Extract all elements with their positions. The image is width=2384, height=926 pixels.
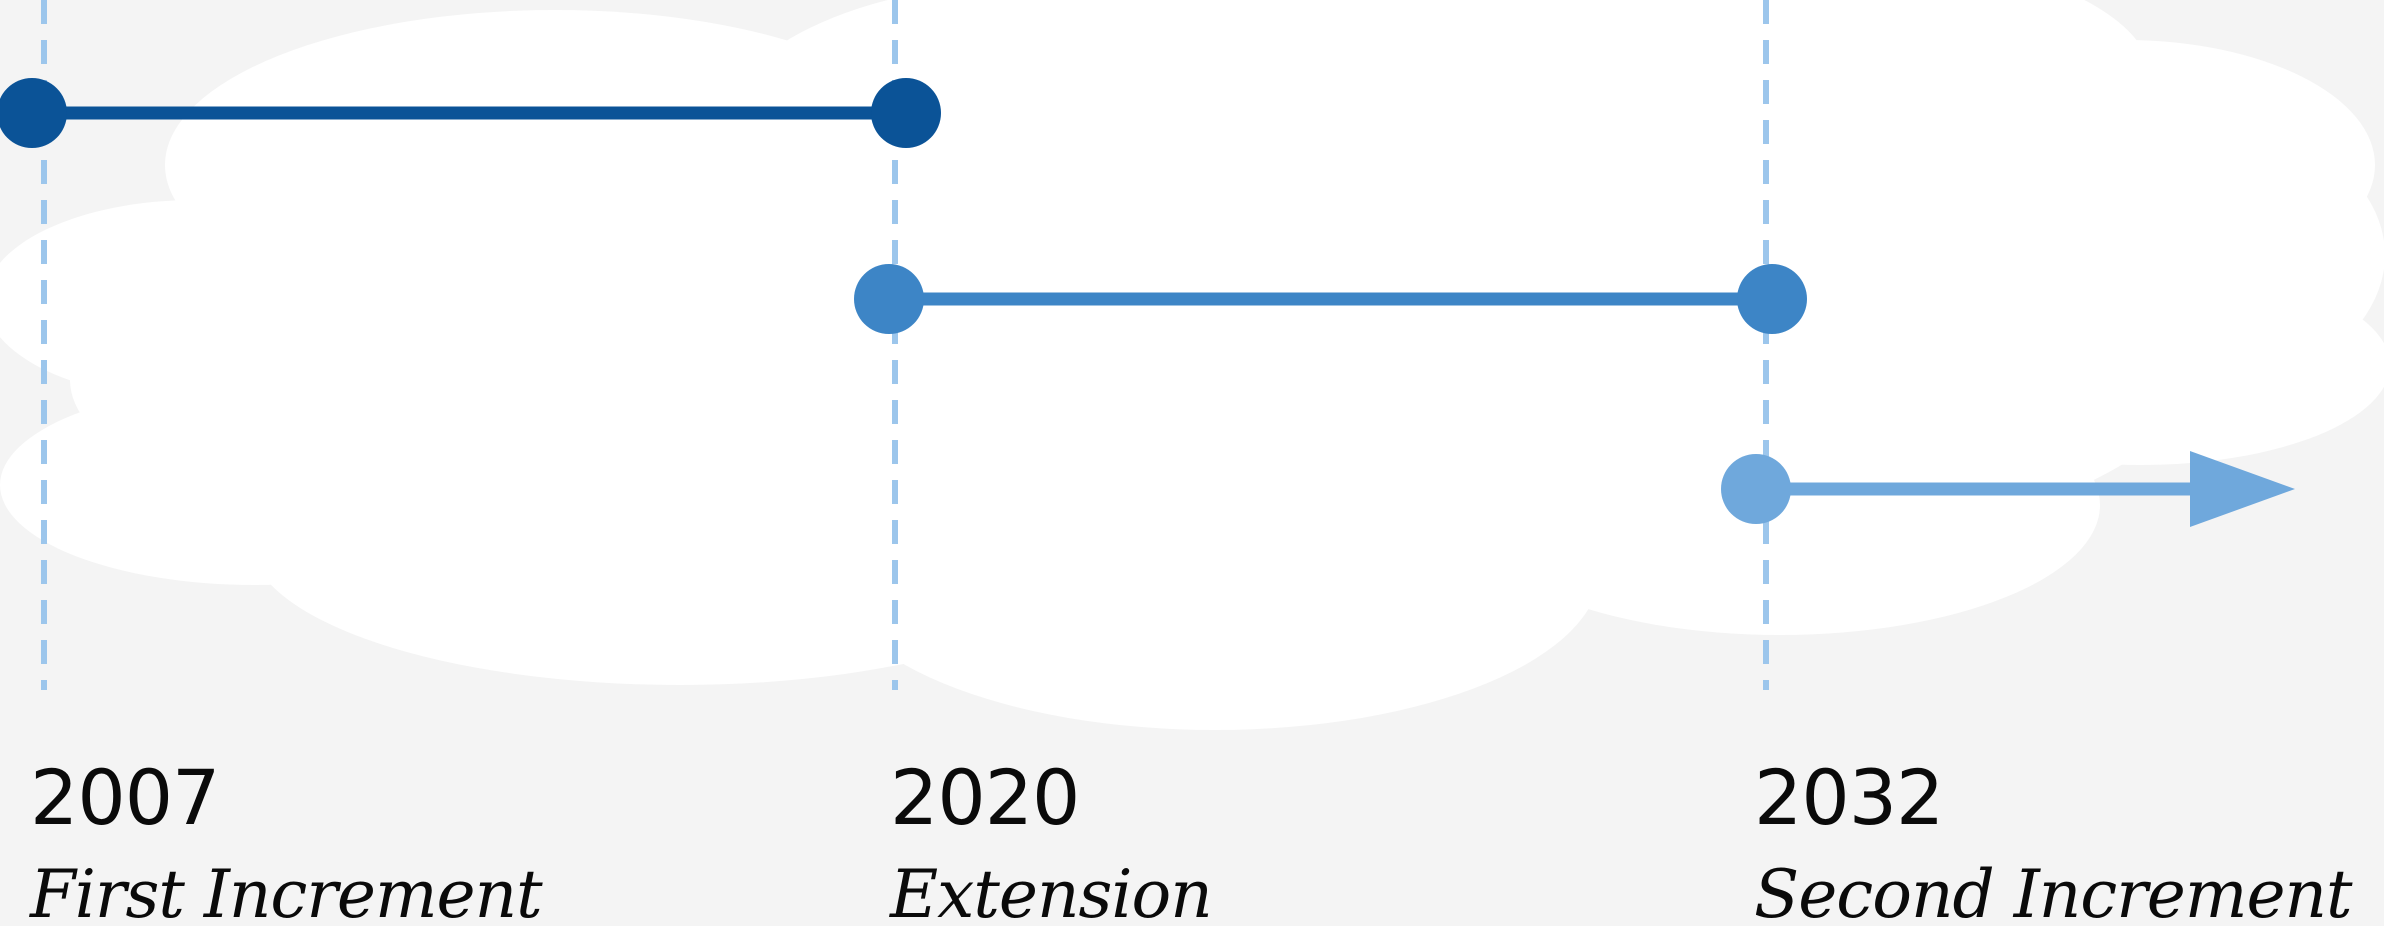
milestone-2020: 2020 Extension: [890, 753, 1213, 926]
milestone-label: First Increment: [30, 856, 543, 926]
milestone-2007: 2007 First Increment: [30, 753, 543, 926]
segment-second-increment: [1721, 451, 2295, 527]
segment-first-increment: [0, 78, 941, 148]
segment-2-end-dot: [1737, 264, 1807, 334]
segment-2-start-dot: [854, 264, 924, 334]
milestone-label: Second Increment: [1754, 856, 2353, 926]
milestone-year: 2032: [1754, 753, 1944, 842]
milestone-year: 2007: [30, 753, 220, 842]
milestone-2032: 2032 Second Increment: [1754, 753, 2353, 926]
segment-1-start-dot: [0, 78, 67, 148]
segment-extension: [854, 264, 1807, 334]
milestone-label: Extension: [890, 856, 1213, 926]
milestone-year: 2020: [890, 753, 1080, 842]
arrow-head-icon: [2190, 451, 2295, 527]
segment-3-start-dot: [1721, 454, 1791, 524]
segment-1-end-dot: [871, 78, 941, 148]
